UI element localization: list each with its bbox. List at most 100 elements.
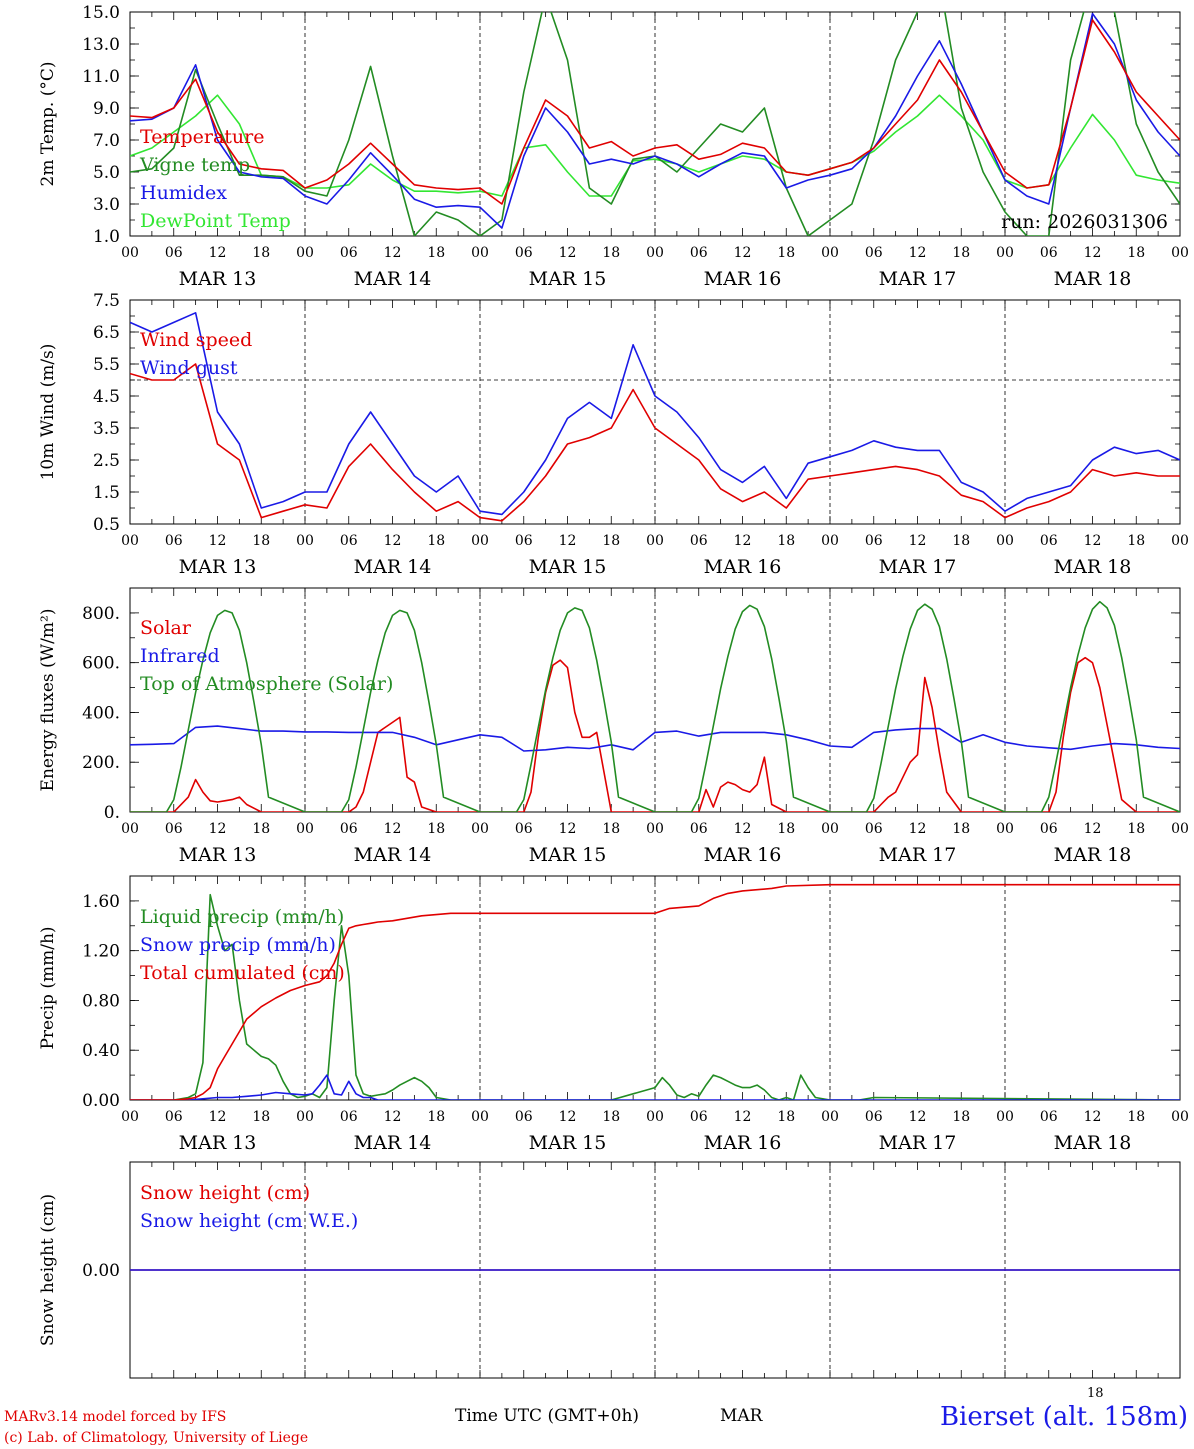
x-hour-label: 18 <box>602 245 620 261</box>
y-tick-label: 0.00 <box>82 1091 120 1111</box>
x-hour-label: 18 <box>252 533 270 549</box>
y-tick-label: 4.5 <box>93 387 120 407</box>
y-tick-label: 1.5 <box>93 483 120 503</box>
x-hour-label: 06 <box>340 245 358 261</box>
x-day-label: MAR 18 <box>1054 556 1132 578</box>
x-hour-label: 12 <box>384 1109 402 1125</box>
x-hour-label: 06 <box>165 245 183 261</box>
y-tick-label: 0.00 <box>82 1261 120 1281</box>
x-day-label: MAR 15 <box>529 1132 607 1154</box>
footer-day: 18 <box>1087 1386 1104 1401</box>
x-hour-label: 12 <box>734 245 752 261</box>
x-day-label: MAR 17 <box>879 556 957 578</box>
x-hour-label: 06 <box>690 245 708 261</box>
x-hour-label: 12 <box>209 245 227 261</box>
panel-precip: 0.00 0.40 0.80 1.20 1.60 Precip (mm/h) Liquid … <box>38 875 1189 1154</box>
x-hour-label: 12 <box>209 821 227 837</box>
series-line-liquid-precip-mm-h- <box>130 893 1180 1100</box>
x-day-label: MAR 13 <box>179 556 257 578</box>
series-line-total-cumulated-cm- <box>130 883 1180 1100</box>
legend-entry: Snow precip (mm/h) <box>140 934 336 956</box>
y-tick-label: 0. <box>104 803 120 823</box>
y-tick-label: 13.0 <box>82 35 120 55</box>
y-tick-label: 3.0 <box>93 195 120 215</box>
series-line-infrared <box>130 725 1180 752</box>
x-hour-label: 18 <box>252 1109 270 1125</box>
x-hour-label: 00 <box>821 533 839 549</box>
x-hour-label: 18 <box>952 533 970 549</box>
x-hour-label: 00 <box>471 533 489 549</box>
x-hour-label: 12 <box>1084 1109 1102 1125</box>
x-hour-label: 12 <box>734 533 752 549</box>
run-annotation: run: 2026031306 <box>1001 211 1168 233</box>
model-credit: MARv3.14 model forced by IFS <box>4 1409 227 1425</box>
x-day-label: MAR 17 <box>879 844 957 866</box>
y-tick-label: 400. <box>82 703 120 723</box>
legend-entry: Wind gust <box>140 357 238 379</box>
y-tick-label: 9.0 <box>93 99 120 119</box>
footer-credits: MARv3.14 model forced by IFS (c) Lab. of… <box>4 1407 308 1449</box>
x-hour-label: 18 <box>427 1109 445 1125</box>
x-day-label: MAR 15 <box>529 556 607 578</box>
x-hour-label: 00 <box>1171 533 1189 549</box>
series-line-humidex <box>130 12 1180 229</box>
legend-entry: Wind speed <box>140 329 252 351</box>
y-tick-label: 0.80 <box>82 991 120 1011</box>
x-hour-label: 00 <box>121 1109 139 1125</box>
x-hour-label: 06 <box>165 533 183 549</box>
y-tick-label: 7.5 <box>93 291 120 311</box>
x-day-label: MAR 13 <box>179 844 257 866</box>
legend-entry: Top of Atmosphere (Solar) <box>140 673 393 695</box>
x-hour-label: 06 <box>865 821 883 837</box>
x-hour-label: 00 <box>121 821 139 837</box>
x-hour-label: 00 <box>646 821 664 837</box>
x-hour-label: 18 <box>602 533 620 549</box>
legend-entry: DewPoint Temp <box>140 210 291 232</box>
x-day-label: MAR 18 <box>1054 844 1132 866</box>
x-hour-label: 06 <box>865 533 883 549</box>
x-day-label: MAR 18 <box>1054 1132 1132 1154</box>
y-tick-label: 1.0 <box>93 227 120 247</box>
x-hour-label: 00 <box>821 1109 839 1125</box>
x-hour-label: 06 <box>690 821 708 837</box>
x-day-label: MAR 13 <box>179 268 257 290</box>
x-hour-label: 00 <box>296 1109 314 1125</box>
x-hour-label: 18 <box>1127 245 1145 261</box>
x-hour-label: 00 <box>121 245 139 261</box>
x-day-label: MAR 18 <box>1054 268 1132 290</box>
x-hour-label: 12 <box>559 533 577 549</box>
x-day-label: MAR 14 <box>354 556 432 578</box>
x-day-label: MAR 15 <box>529 268 607 290</box>
x-hour-label: 12 <box>384 245 402 261</box>
y-tick-label: 1.60 <box>82 892 120 912</box>
x-hour-label: 18 <box>1127 1109 1145 1125</box>
x-hour-label: 00 <box>821 245 839 261</box>
y-tick-label: 3.5 <box>93 419 120 439</box>
x-hour-label: 12 <box>559 245 577 261</box>
y-tick-label: 11.0 <box>82 67 120 87</box>
y-tick-label: 7.0 <box>93 131 120 151</box>
x-hour-label: 18 <box>777 245 795 261</box>
y-tick-label: 2.5 <box>93 451 120 471</box>
legend-entry: Solar <box>140 617 192 639</box>
x-hour-label: 18 <box>952 1109 970 1125</box>
x-hour-label: 06 <box>515 533 533 549</box>
x-hour-label: 18 <box>777 1109 795 1125</box>
x-day-label: MAR 14 <box>354 844 432 866</box>
y-tick-label: 5.0 <box>93 163 120 183</box>
x-hour-label: 00 <box>821 821 839 837</box>
y-tick-label: 5.5 <box>93 355 120 375</box>
x-day-label: MAR 14 <box>354 1132 432 1154</box>
x-hour-label: 12 <box>1084 245 1102 261</box>
x-hour-label: 18 <box>602 821 620 837</box>
x-hour-label: 00 <box>121 533 139 549</box>
y-tick-label: 15.0 <box>82 3 120 23</box>
x-hour-label: 00 <box>646 1109 664 1125</box>
x-hour-label: 06 <box>1040 821 1058 837</box>
legend-entry: Humidex <box>140 182 227 204</box>
x-hour-label: 18 <box>777 533 795 549</box>
y-axis-label: 10m Wind (m/s) <box>38 344 58 481</box>
x-hour-label: 18 <box>1127 821 1145 837</box>
legend-entry: Liquid precip (mm/h) <box>140 906 344 928</box>
x-day-label: MAR 17 <box>879 1132 957 1154</box>
